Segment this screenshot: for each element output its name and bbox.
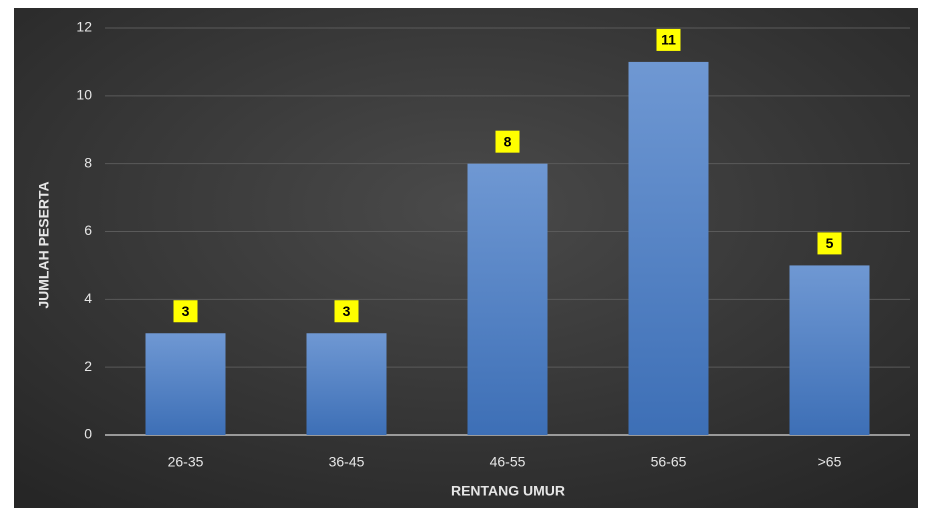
y-tick-label: 0: [84, 426, 92, 442]
y-tick-label: 4: [84, 290, 92, 306]
data-label-box: [495, 130, 520, 153]
data-label: 3: [182, 303, 190, 319]
bar: [306, 333, 387, 435]
x-tick-label: >65: [818, 454, 842, 470]
y-tick-label: 8: [84, 154, 92, 170]
x-tick-label: 46-55: [490, 454, 526, 470]
data-label: 5: [826, 235, 834, 251]
y-tick-label: 10: [76, 87, 92, 103]
data-label-box: [817, 232, 842, 255]
x-tick-label: 56-65: [651, 454, 687, 470]
x-tick-label: 36-45: [329, 454, 365, 470]
y-axis-title: JUMLAH PESERTA: [36, 181, 52, 308]
data-label-box: [334, 300, 359, 323]
data-label: 8: [504, 133, 512, 149]
x-tick-label: 26-35: [168, 454, 204, 470]
y-tick-label: 12: [76, 19, 92, 35]
bar: [467, 163, 548, 435]
bar: [628, 61, 709, 436]
data-label: 3: [343, 303, 351, 319]
bar: [145, 333, 226, 435]
y-tick-label: 6: [84, 222, 92, 238]
data-label-box: [656, 28, 681, 51]
bar: [789, 265, 870, 435]
data-label: 11: [661, 32, 676, 48]
x-axis-title: RENTANG UMUR: [451, 483, 565, 499]
data-label-box: [173, 300, 198, 323]
y-tick-label: 2: [84, 358, 92, 374]
